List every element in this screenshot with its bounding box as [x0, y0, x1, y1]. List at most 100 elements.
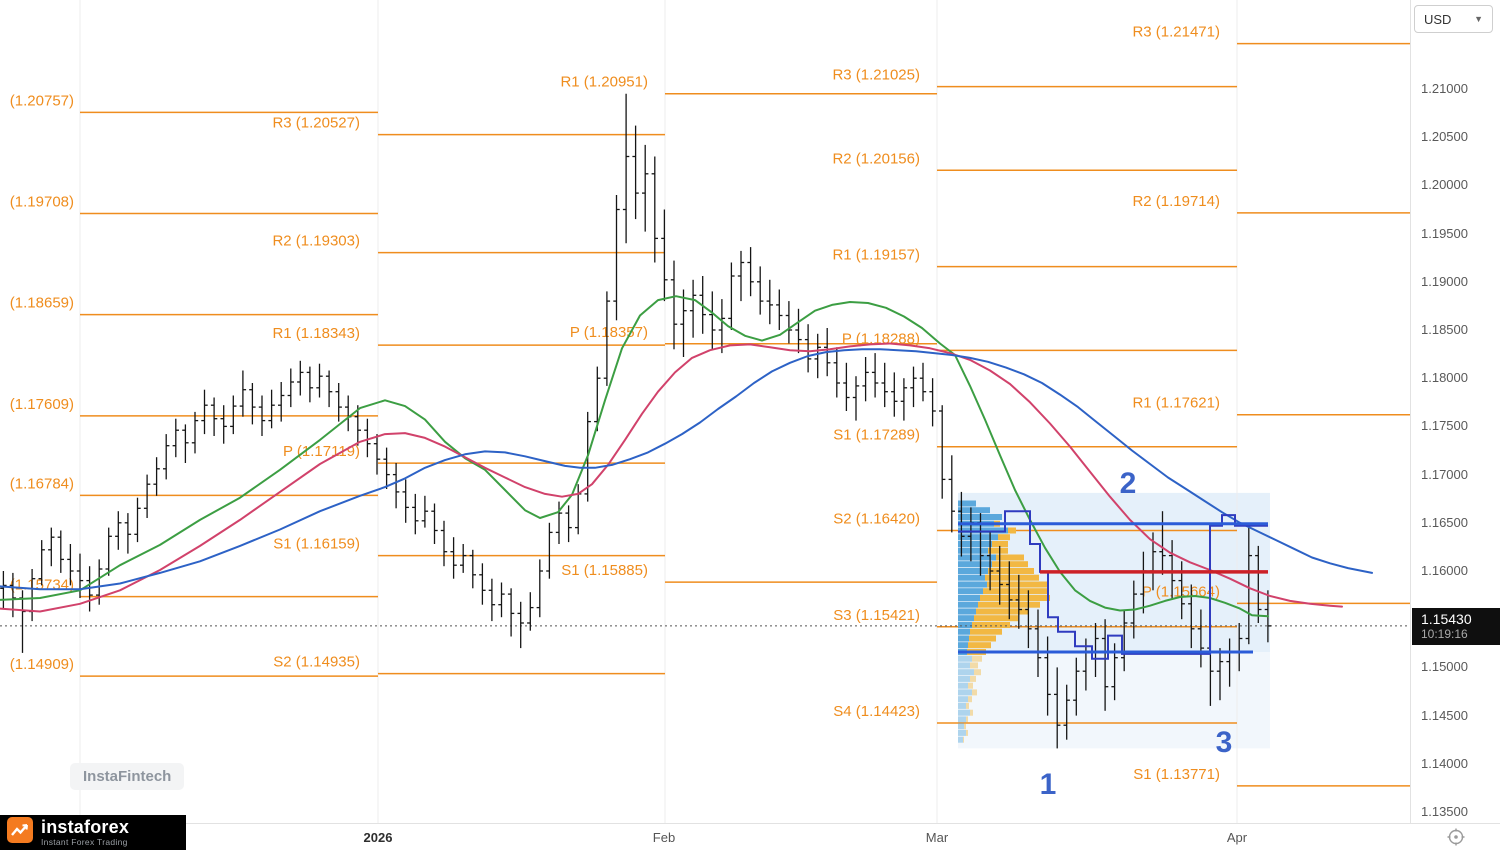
volume-profile-bar [958, 568, 988, 574]
volume-profile-bar [958, 588, 983, 595]
pivot-label: R3 (1.21025) [832, 67, 920, 84]
pivot-label: S1 (1.16159) [273, 536, 360, 553]
volume-profile-bar [972, 689, 977, 696]
volume-profile-bar [992, 561, 1028, 568]
price-axis-label: 1.16500 [1421, 515, 1468, 530]
volume-profile-bar [958, 541, 992, 547]
volume-profile-bar [958, 574, 985, 581]
chevron-down-icon: ▼ [1474, 14, 1483, 24]
pivot-label: R3 (1.20527) [272, 115, 360, 132]
instaforex-logo[interactable]: instaforex Instant Forex Trading [0, 815, 186, 850]
volume-profile-bar [958, 642, 968, 649]
volume-profile-bar [958, 689, 972, 696]
volume-profile-bar [969, 635, 996, 642]
volume-profile-bar [958, 723, 964, 730]
volume-profile-bar [966, 702, 969, 709]
volume-profile-bar [964, 723, 966, 730]
volume-profile-bar [958, 561, 992, 568]
time-axis-label: 2026 [363, 830, 393, 845]
time-axis[interactable]: 2026 Feb Mar Apr [0, 823, 1500, 851]
volume-profile-bar [958, 635, 969, 642]
pivot-label: S1 (1.13771) [1133, 766, 1220, 783]
price-axis-label: 1.19000 [1421, 274, 1468, 289]
volume-profile-bar [970, 675, 976, 682]
price-axis-label: 1.18000 [1421, 370, 1468, 385]
price-axis-label: 1.20500 [1421, 129, 1468, 144]
volume-profile-bar [970, 709, 973, 716]
current-price-badge: 1.15430 10:19:16 [1412, 608, 1500, 645]
volume-profile-bar [958, 608, 976, 615]
price-axis-label: 1.20000 [1421, 177, 1468, 192]
current-price-value: 1.15430 [1421, 611, 1472, 627]
volume-profile-bar [963, 736, 964, 743]
volume-profile-bar [958, 547, 988, 554]
instaforex-logo-icon [7, 817, 33, 848]
volume-profile-bar [970, 662, 978, 669]
pivot-label: S4 (1.14423) [833, 703, 920, 720]
price-axis-label: 1.15000 [1421, 659, 1468, 674]
volume-profile-bar [988, 568, 1034, 574]
pivot-label: P (1.18357) [570, 324, 648, 341]
volume-profile-bar [958, 736, 963, 743]
volume-profile-bar [974, 669, 981, 676]
settings-icon[interactable] [1446, 827, 1466, 847]
price-axis-label: 1.17000 [1421, 467, 1468, 482]
volume-profile-bar [970, 628, 1002, 635]
ma-green [0, 295, 1269, 618]
volume-profile-bar [992, 541, 1008, 547]
volume-profile-bar [972, 655, 982, 662]
price-axis-label: 1.14000 [1421, 756, 1468, 771]
price-axis-label: 1.16000 [1421, 563, 1468, 578]
price-axis[interactable]: 1.15430 10:19:16 1.21000 1.20500 1.20000 1.… [1410, 0, 1500, 823]
volume-profile-bar [985, 574, 1039, 581]
volume-profile-bar [996, 554, 1024, 561]
pivot-label: R2 (1.20156) [832, 150, 920, 167]
volume-profile-bar [958, 682, 968, 689]
volume-profile-bar [983, 588, 1049, 595]
volume-profile-bar [968, 642, 991, 649]
volume-profile-bar [966, 729, 968, 736]
pivot-label: S1 (1.15885) [561, 562, 648, 579]
pivot-label: (1.18659) [10, 295, 74, 312]
volume-profile-bar [958, 615, 974, 622]
volume-profile-bar [958, 581, 987, 588]
volume-profile-bar [958, 622, 972, 628]
volume-profile-bar [980, 595, 1050, 601]
volume-profile-bar [958, 628, 970, 635]
pivot-label: (1.19708) [10, 194, 74, 211]
volume-profile-bar [958, 554, 996, 561]
wave-label: 2 [1120, 467, 1137, 500]
volume-profile-bar [958, 729, 966, 736]
chart-canvas[interactable]: (1.20757) (1.19708) (1.18659) (1.17609) (1.1… [0, 0, 1410, 823]
pivot-label: S2 (1.14935) [273, 654, 360, 671]
pivot-label: S1 (1.17289) [833, 427, 920, 444]
volume-profile-bar [958, 675, 970, 682]
volume-profile-bar [958, 702, 966, 709]
volume-profile-bar [958, 534, 998, 541]
volume-profile-bar [998, 534, 1010, 541]
ma-red [0, 342, 1343, 613]
price-axis-label: 1.18500 [1421, 322, 1468, 337]
time-axis-label: Apr [1226, 830, 1248, 845]
volume-profile-bar [958, 601, 978, 608]
pivot-label: (1.16784) [10, 475, 74, 492]
pivot-label: R1 (1.19157) [832, 247, 920, 264]
volume-profile-bar [958, 709, 970, 716]
price-axis-label: 1.19500 [1421, 226, 1468, 241]
volume-profile-bar [976, 608, 1028, 615]
time-axis-label: Mar [925, 830, 949, 845]
volume-profile-bar [958, 669, 974, 676]
price-axis-label: 1.17500 [1421, 418, 1468, 433]
pivot-label: (1.20757) [10, 92, 74, 109]
currency-selector-label: USD [1424, 11, 1452, 27]
pivot-label: (1.17609) [10, 396, 74, 413]
step-line [958, 510, 1268, 660]
volume-profile-bar [958, 716, 966, 723]
currency-selector[interactable]: USD ▼ [1414, 5, 1493, 33]
pivot-label: S2 (1.16420) [833, 511, 920, 528]
volume-profile-bar [958, 662, 970, 669]
volume-profile-bar [974, 615, 1018, 622]
current-price-countdown: 10:19:16 [1421, 627, 1468, 641]
watermark: InstaFintech [70, 763, 185, 790]
ma-blue [0, 348, 1373, 591]
